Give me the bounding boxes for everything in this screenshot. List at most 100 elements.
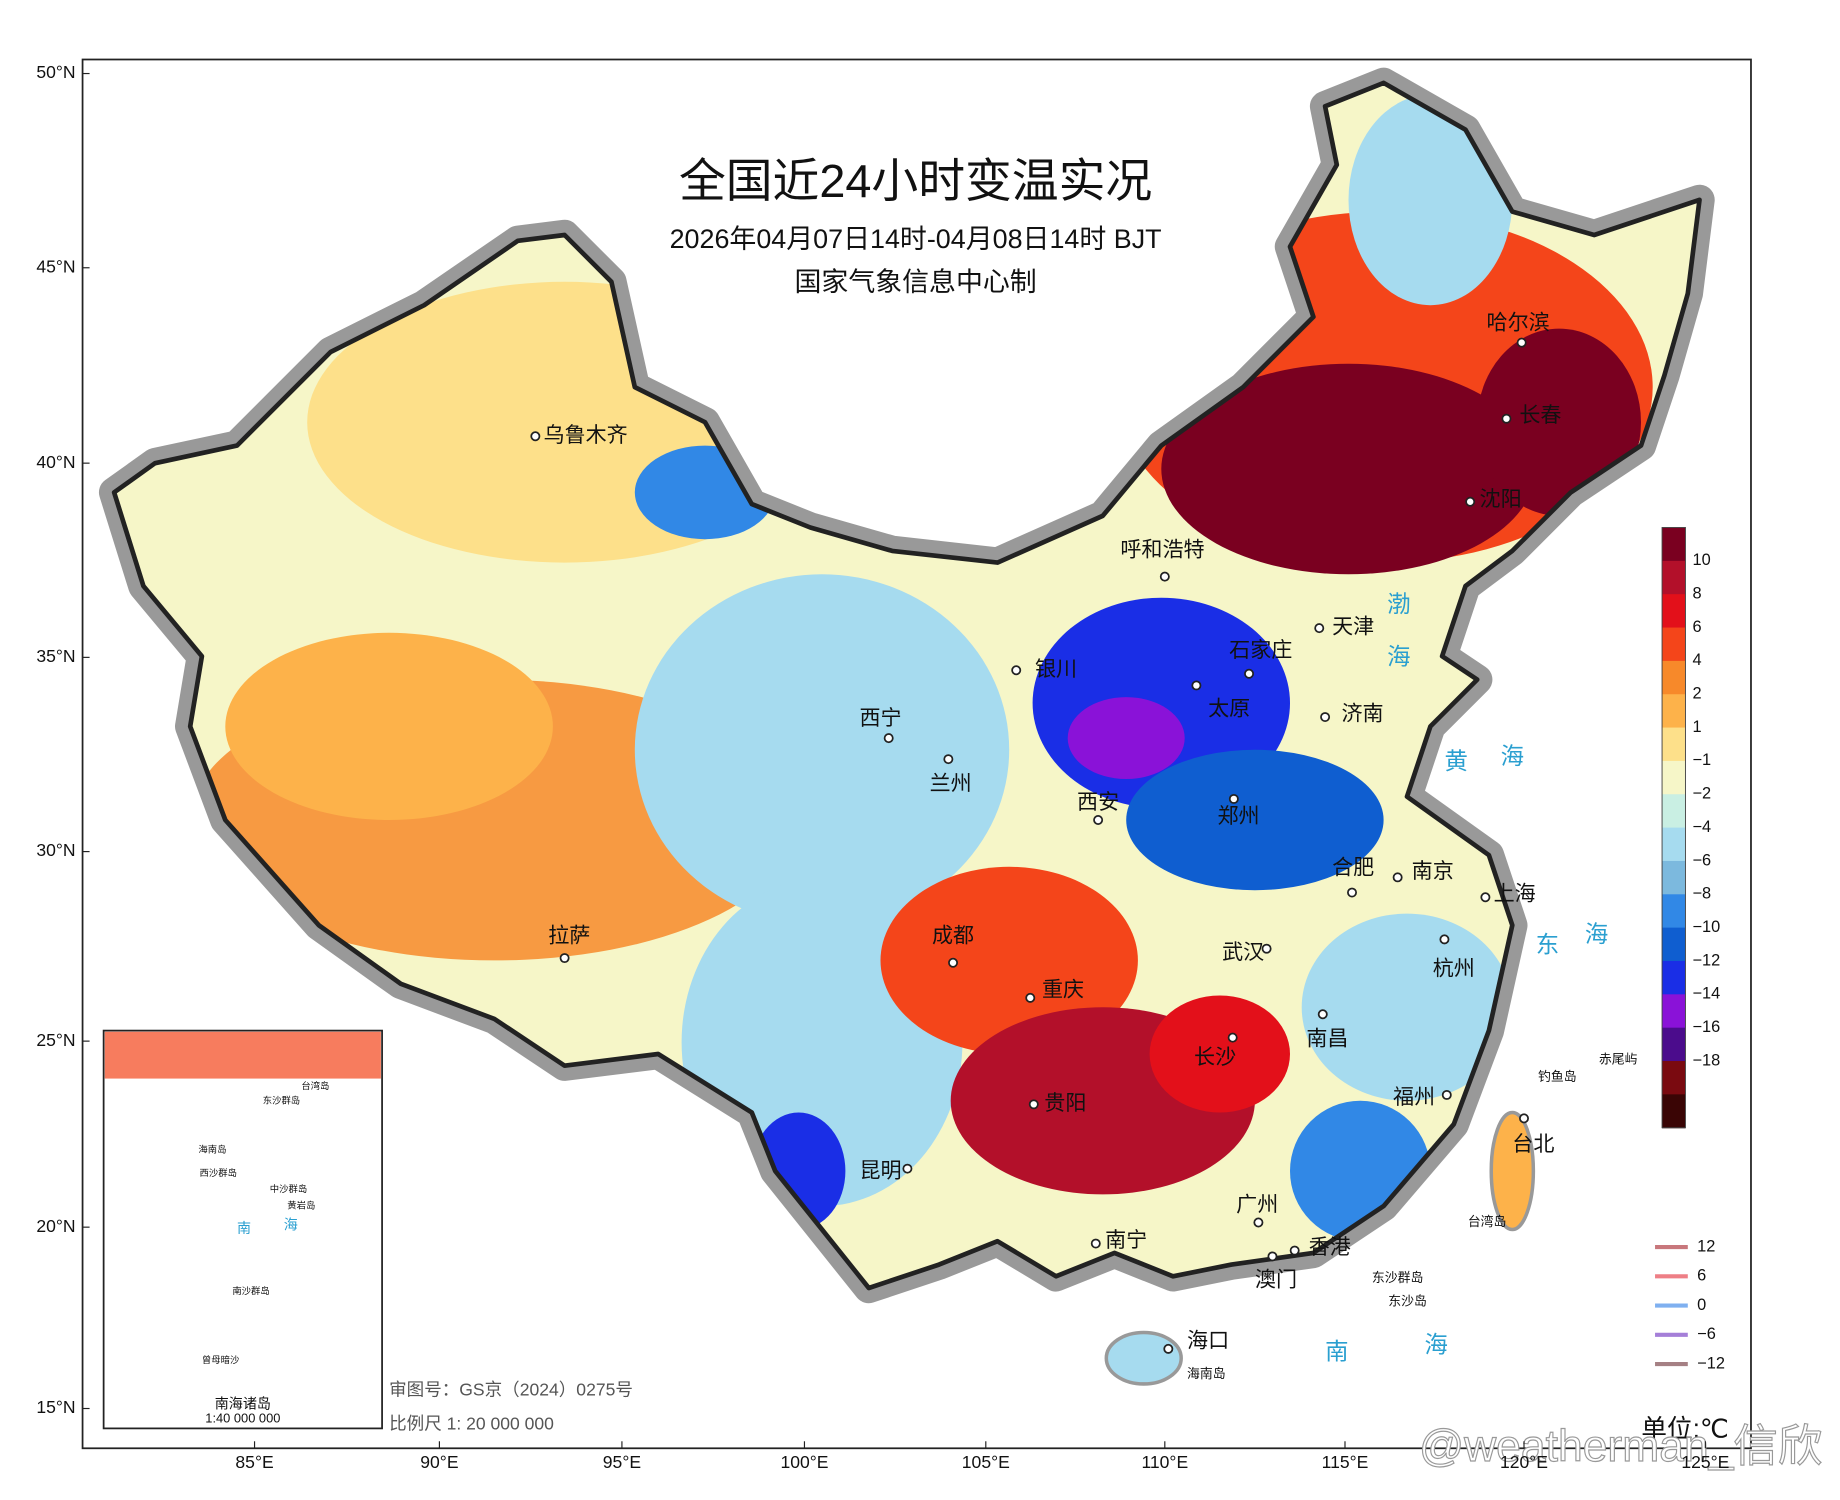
city-dot	[1261, 943, 1272, 954]
city-dot	[1347, 887, 1357, 898]
city-dot	[1314, 623, 1325, 634]
city-dot	[1028, 1099, 1039, 1110]
lat-label: 50°N	[36, 62, 75, 82]
city-dot	[1441, 1089, 1452, 1100]
colorbar-label: 2	[1692, 685, 1701, 703]
colorbar-label: 6	[1692, 618, 1701, 636]
inset-label: 海	[284, 1217, 298, 1233]
sea-label: 渤	[1387, 591, 1410, 617]
lon-label: 120°E	[1500, 1452, 1548, 1472]
colorbar-segment	[1662, 594, 1686, 629]
inset-label: 海南岛	[198, 1143, 226, 1154]
lon-label: 115°E	[1322, 1452, 1369, 1472]
colorbar-segment	[1662, 660, 1686, 695]
colorbar-segment	[1662, 560, 1686, 595]
city-label: 南宁	[1105, 1228, 1147, 1252]
city-label: 长沙	[1194, 1045, 1236, 1069]
colorbar-frame	[1661, 527, 1686, 1129]
colorbar-segment	[1662, 794, 1686, 829]
city-label: 西宁	[859, 706, 901, 730]
city-dot	[559, 953, 570, 964]
lat-label: 45°N	[36, 256, 75, 276]
city-label: 杭州	[1433, 956, 1475, 980]
lon-label: 90°E	[420, 1452, 458, 1472]
island-label: 东沙岛	[1388, 1293, 1427, 1308]
city-label: 银川	[1035, 657, 1077, 681]
colorbar-segment	[1662, 894, 1686, 929]
colorbar-segment	[1662, 927, 1686, 962]
city-label: 济南	[1341, 701, 1383, 725]
sea-label: 海	[1387, 644, 1410, 670]
subtitle: 2026年04月07日14时-04月08日14时 BJT	[670, 224, 1162, 254]
city-dot	[1519, 1113, 1529, 1124]
colorbar-segment	[1662, 694, 1686, 729]
lon-label: 100°E	[780, 1452, 828, 1472]
lat-label: 20°N	[36, 1216, 75, 1236]
city-label: 哈尔滨	[1487, 310, 1550, 334]
colorbar-label: −4	[1692, 818, 1711, 836]
taiwan-island	[1489, 1110, 1536, 1232]
colorbar-segment	[1662, 1094, 1686, 1129]
city-label: 兰州	[930, 771, 972, 795]
sea-label: 海	[1585, 921, 1608, 947]
city-dot	[948, 957, 959, 968]
city-label: 广州	[1236, 1193, 1278, 1217]
city-dot	[1465, 496, 1476, 507]
inset-label: 东沙群岛	[263, 1094, 300, 1105]
colorbar-label: 4	[1692, 651, 1701, 669]
city-label: 沈阳	[1480, 487, 1522, 511]
inset-label: 曾母暗沙	[202, 1354, 239, 1365]
colorbar-label: −18	[1692, 1051, 1720, 1069]
city-dot	[530, 431, 541, 442]
city-label: 香港	[1309, 1235, 1351, 1259]
island-label: 海南岛	[1187, 1366, 1226, 1381]
colorbar-label: −14	[1692, 985, 1720, 1003]
city-dot	[1253, 1217, 1264, 1228]
review-number: 审图号：GS京（2024）0275号	[389, 1380, 633, 1400]
colorbar-label: −2	[1692, 785, 1711, 803]
island-label: 东沙群岛	[1372, 1270, 1423, 1285]
city-dot	[1191, 680, 1202, 691]
colorbar-label: −12	[1692, 951, 1720, 969]
sea-label: 南	[1325, 1339, 1348, 1365]
inset-label: 黄岩岛	[287, 1200, 315, 1211]
inset-label: 南	[237, 1220, 251, 1236]
city-dot	[1228, 793, 1239, 804]
colorbar-label: 1	[1692, 718, 1701, 736]
colorbar-segment	[1662, 860, 1686, 895]
contour-legend-label: 12	[1697, 1237, 1715, 1255]
lat-label: 25°N	[36, 1030, 75, 1050]
lat-label: 40°N	[36, 452, 75, 472]
city-label: 台北	[1512, 1132, 1554, 1156]
city-label: 太原	[1208, 697, 1250, 721]
lon-label: 105°E	[962, 1452, 1010, 1472]
city-label: 澳门	[1255, 1268, 1297, 1292]
city-label: 拉萨	[548, 924, 590, 948]
city-dot	[943, 754, 954, 765]
colorbar-label: 10	[1692, 551, 1710, 569]
sea-label: 东	[1536, 932, 1559, 958]
lon-label: 95°E	[603, 1452, 641, 1472]
colorbar-label: −16	[1692, 1018, 1720, 1036]
scene: 全国近24小时变温实况 2026年04月07日14时-04月08日14时 BJT…	[36, 58, 1823, 1472]
city-label: 上海	[1494, 881, 1536, 905]
city-dot	[1480, 892, 1491, 903]
colorbar-segment	[1662, 527, 1686, 562]
city-dot	[1093, 815, 1104, 825]
inset-frame	[102, 1029, 383, 1430]
unit: 单位:℃	[1641, 1415, 1729, 1444]
city-dot	[1289, 1245, 1300, 1256]
island-label: 钓鱼岛	[1538, 1069, 1577, 1084]
sea-label: 黄	[1444, 748, 1467, 774]
sea-label: 海	[1501, 743, 1524, 769]
city-label: 贵阳	[1044, 1091, 1086, 1115]
city-label: 呼和浩特	[1120, 537, 1204, 561]
country-border	[111, 80, 1702, 1291]
city-label: 南京	[1412, 859, 1454, 883]
city-dot	[1439, 934, 1450, 945]
colorbar-label: −8	[1692, 885, 1711, 903]
colorbar-segment	[1662, 827, 1686, 862]
city-dot	[1501, 413, 1512, 424]
inset-scale: 1:40 000 000	[205, 1410, 280, 1425]
colorbar-label: −10	[1692, 918, 1720, 936]
